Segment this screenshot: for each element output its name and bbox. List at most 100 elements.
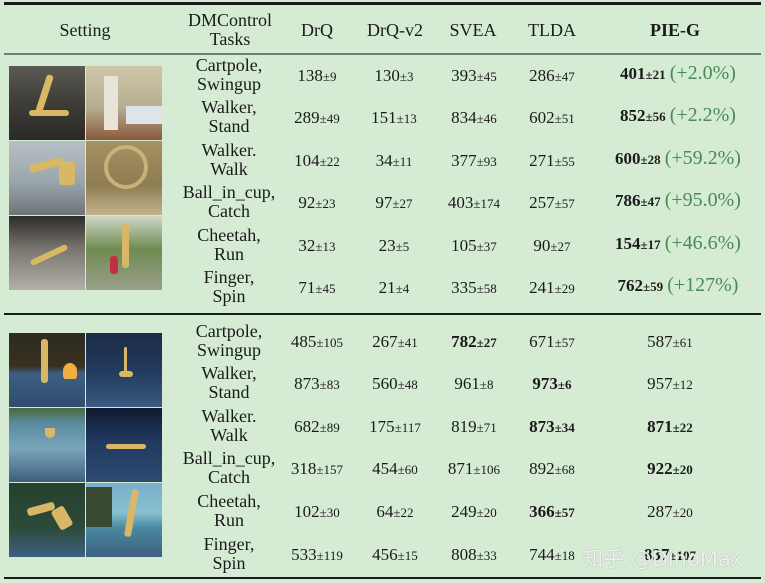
drq-cell: 138±9 (297, 66, 337, 85)
pieg-cell: 587±61 (647, 332, 693, 351)
bathroom-mirror-image (86, 141, 162, 215)
gain-percent: (+2.2%) (669, 104, 736, 126)
header-svea: SVEA (438, 8, 508, 52)
drqv2-cell: 454±60 (372, 459, 418, 478)
header-drqv2-label: DrQ-v2 (367, 19, 423, 40)
header-setting-label: Setting (59, 19, 111, 40)
walker-beach-image (86, 483, 162, 557)
task-cell: Ball_in_cup, Catch (172, 449, 286, 487)
task-cell: Cheetah, Run (172, 226, 286, 264)
drq-cell: 92±23 (298, 193, 336, 212)
header-pieg: PIE-G (620, 8, 730, 52)
header-tasks: DMControl Tasks (168, 8, 292, 52)
pieg-cell: 957±12 (647, 374, 693, 393)
pieg-cell: 786±47 (+95.0%) (615, 189, 741, 211)
cheetah-garage-image (9, 216, 85, 290)
task-cell: Walker, Stand (172, 98, 286, 136)
drqv2-cell: 130±3 (374, 66, 414, 85)
svea-cell: 871±106 (447, 459, 501, 478)
svea-cell: 819±71 (451, 417, 497, 436)
task-name: Cheetah, (197, 225, 261, 245)
task-cell: Walker, Stand (172, 364, 286, 402)
svea-cell: 782±27 (451, 332, 497, 351)
drq-cell: 104±22 (294, 151, 340, 170)
gain-percent: (+46.6%) (664, 232, 741, 254)
task-variant: Swingup (196, 340, 261, 360)
svea-cell: 808±33 (451, 545, 497, 564)
svea-cell: 961±8 (454, 374, 494, 393)
header-setting: Setting (20, 8, 150, 52)
header-tlda-label: TLDA (528, 19, 576, 40)
task-name: Finger, (203, 534, 255, 554)
cartpole-night-image (86, 333, 162, 407)
task-cell: Walker. Walk (172, 141, 286, 179)
task-name: Cartpole, (195, 55, 263, 75)
task-variant: Walk (210, 425, 248, 445)
task-variant: Catch (208, 467, 250, 487)
tlda-cell: 892±68 (529, 459, 575, 478)
drqv2-cell: 21±4 (378, 278, 410, 297)
drqv2-cell: 560±48 (372, 374, 418, 393)
task-cell: Cartpole, Swingup (172, 322, 286, 360)
task-variant: Spin (212, 553, 246, 573)
drqv2-cell: 64±22 (376, 502, 414, 521)
task-cell: Finger, Spin (172, 535, 286, 573)
pieg-cell: 837±107 (643, 545, 697, 564)
task-cell: Ball_in_cup, Catch (172, 183, 286, 221)
header-drq-label: DrQ (301, 19, 333, 40)
gain-percent: (+59.2%) (664, 147, 741, 169)
gain-percent: (+2.0%) (669, 62, 736, 84)
section-divider (4, 313, 761, 315)
header-tasks-line1: DMControl (187, 10, 272, 30)
drqv2-cell: 151±13 (371, 108, 417, 127)
task-variant: Swingup (196, 74, 261, 94)
task-cell: Cartpole, Swingup (172, 56, 286, 94)
drq-cell: 533±119 (291, 545, 343, 564)
drqv2-cell: 267±41 (372, 332, 418, 351)
tlda-cell: 271±55 (529, 151, 575, 170)
task-name: Cartpole, (195, 321, 263, 341)
task-name: Ball_in_cup, (182, 448, 276, 468)
header-drq: DrQ (288, 8, 346, 52)
task-variant: Run (213, 510, 244, 530)
task-name: Finger, (203, 267, 255, 287)
ball-in-cup-sea-image (9, 408, 85, 482)
task-variant: Stand (208, 116, 250, 136)
drq-cell: 318±157 (290, 459, 344, 478)
svea-cell: 249±20 (451, 502, 497, 521)
ball-in-cup-office-image (9, 141, 85, 215)
drqv2-cell: 34±11 (375, 151, 413, 170)
cheetah-night-sea-image (86, 408, 162, 482)
pieg-cell: 600±28 (+59.2%) (615, 147, 741, 169)
drqv2-cell: 456±15 (372, 545, 418, 564)
drq-cell: 32±13 (298, 236, 336, 255)
pieg-cell: 871±22 (647, 417, 693, 436)
tlda-cell: 873±34 (529, 417, 575, 436)
pieg-cell: 922±20 (647, 459, 693, 478)
pieg-cell: 762±59 (+127%) (617, 274, 739, 296)
drqv2-cell: 23±5 (378, 236, 410, 255)
tlda-cell: 241±29 (529, 278, 575, 297)
drq-cell: 873±83 (294, 374, 340, 393)
tlda-cell: 602±51 (529, 108, 575, 127)
pieg-cell: 401±21 (+2.0%) (620, 62, 736, 84)
finger-spin-image (9, 483, 85, 557)
pieg-cell: 852±56 (+2.2%) (620, 104, 736, 126)
task-variant: Run (213, 244, 244, 264)
gain-percent: (+127%) (667, 274, 739, 296)
tlda-cell: 973±6 (532, 374, 572, 393)
walker-garden-image (86, 216, 162, 290)
drq-cell: 71±45 (298, 278, 336, 297)
task-cell: Walker. Walk (172, 407, 286, 445)
walker-fire-image (9, 333, 85, 407)
gain-percent: (+95.0%) (664, 189, 741, 211)
tlda-cell: 671±57 (529, 332, 575, 351)
header-pieg-label: PIE-G (649, 19, 700, 40)
task-name: Walker, (201, 363, 257, 383)
tlda-cell: 90±27 (533, 236, 571, 255)
task-variant: Catch (208, 201, 250, 221)
task-cell: Finger, Spin (172, 268, 286, 306)
section1-image-grid (9, 66, 162, 290)
drq-cell: 289±49 (294, 108, 340, 127)
task-name: Ball_in_cup, (182, 182, 276, 202)
